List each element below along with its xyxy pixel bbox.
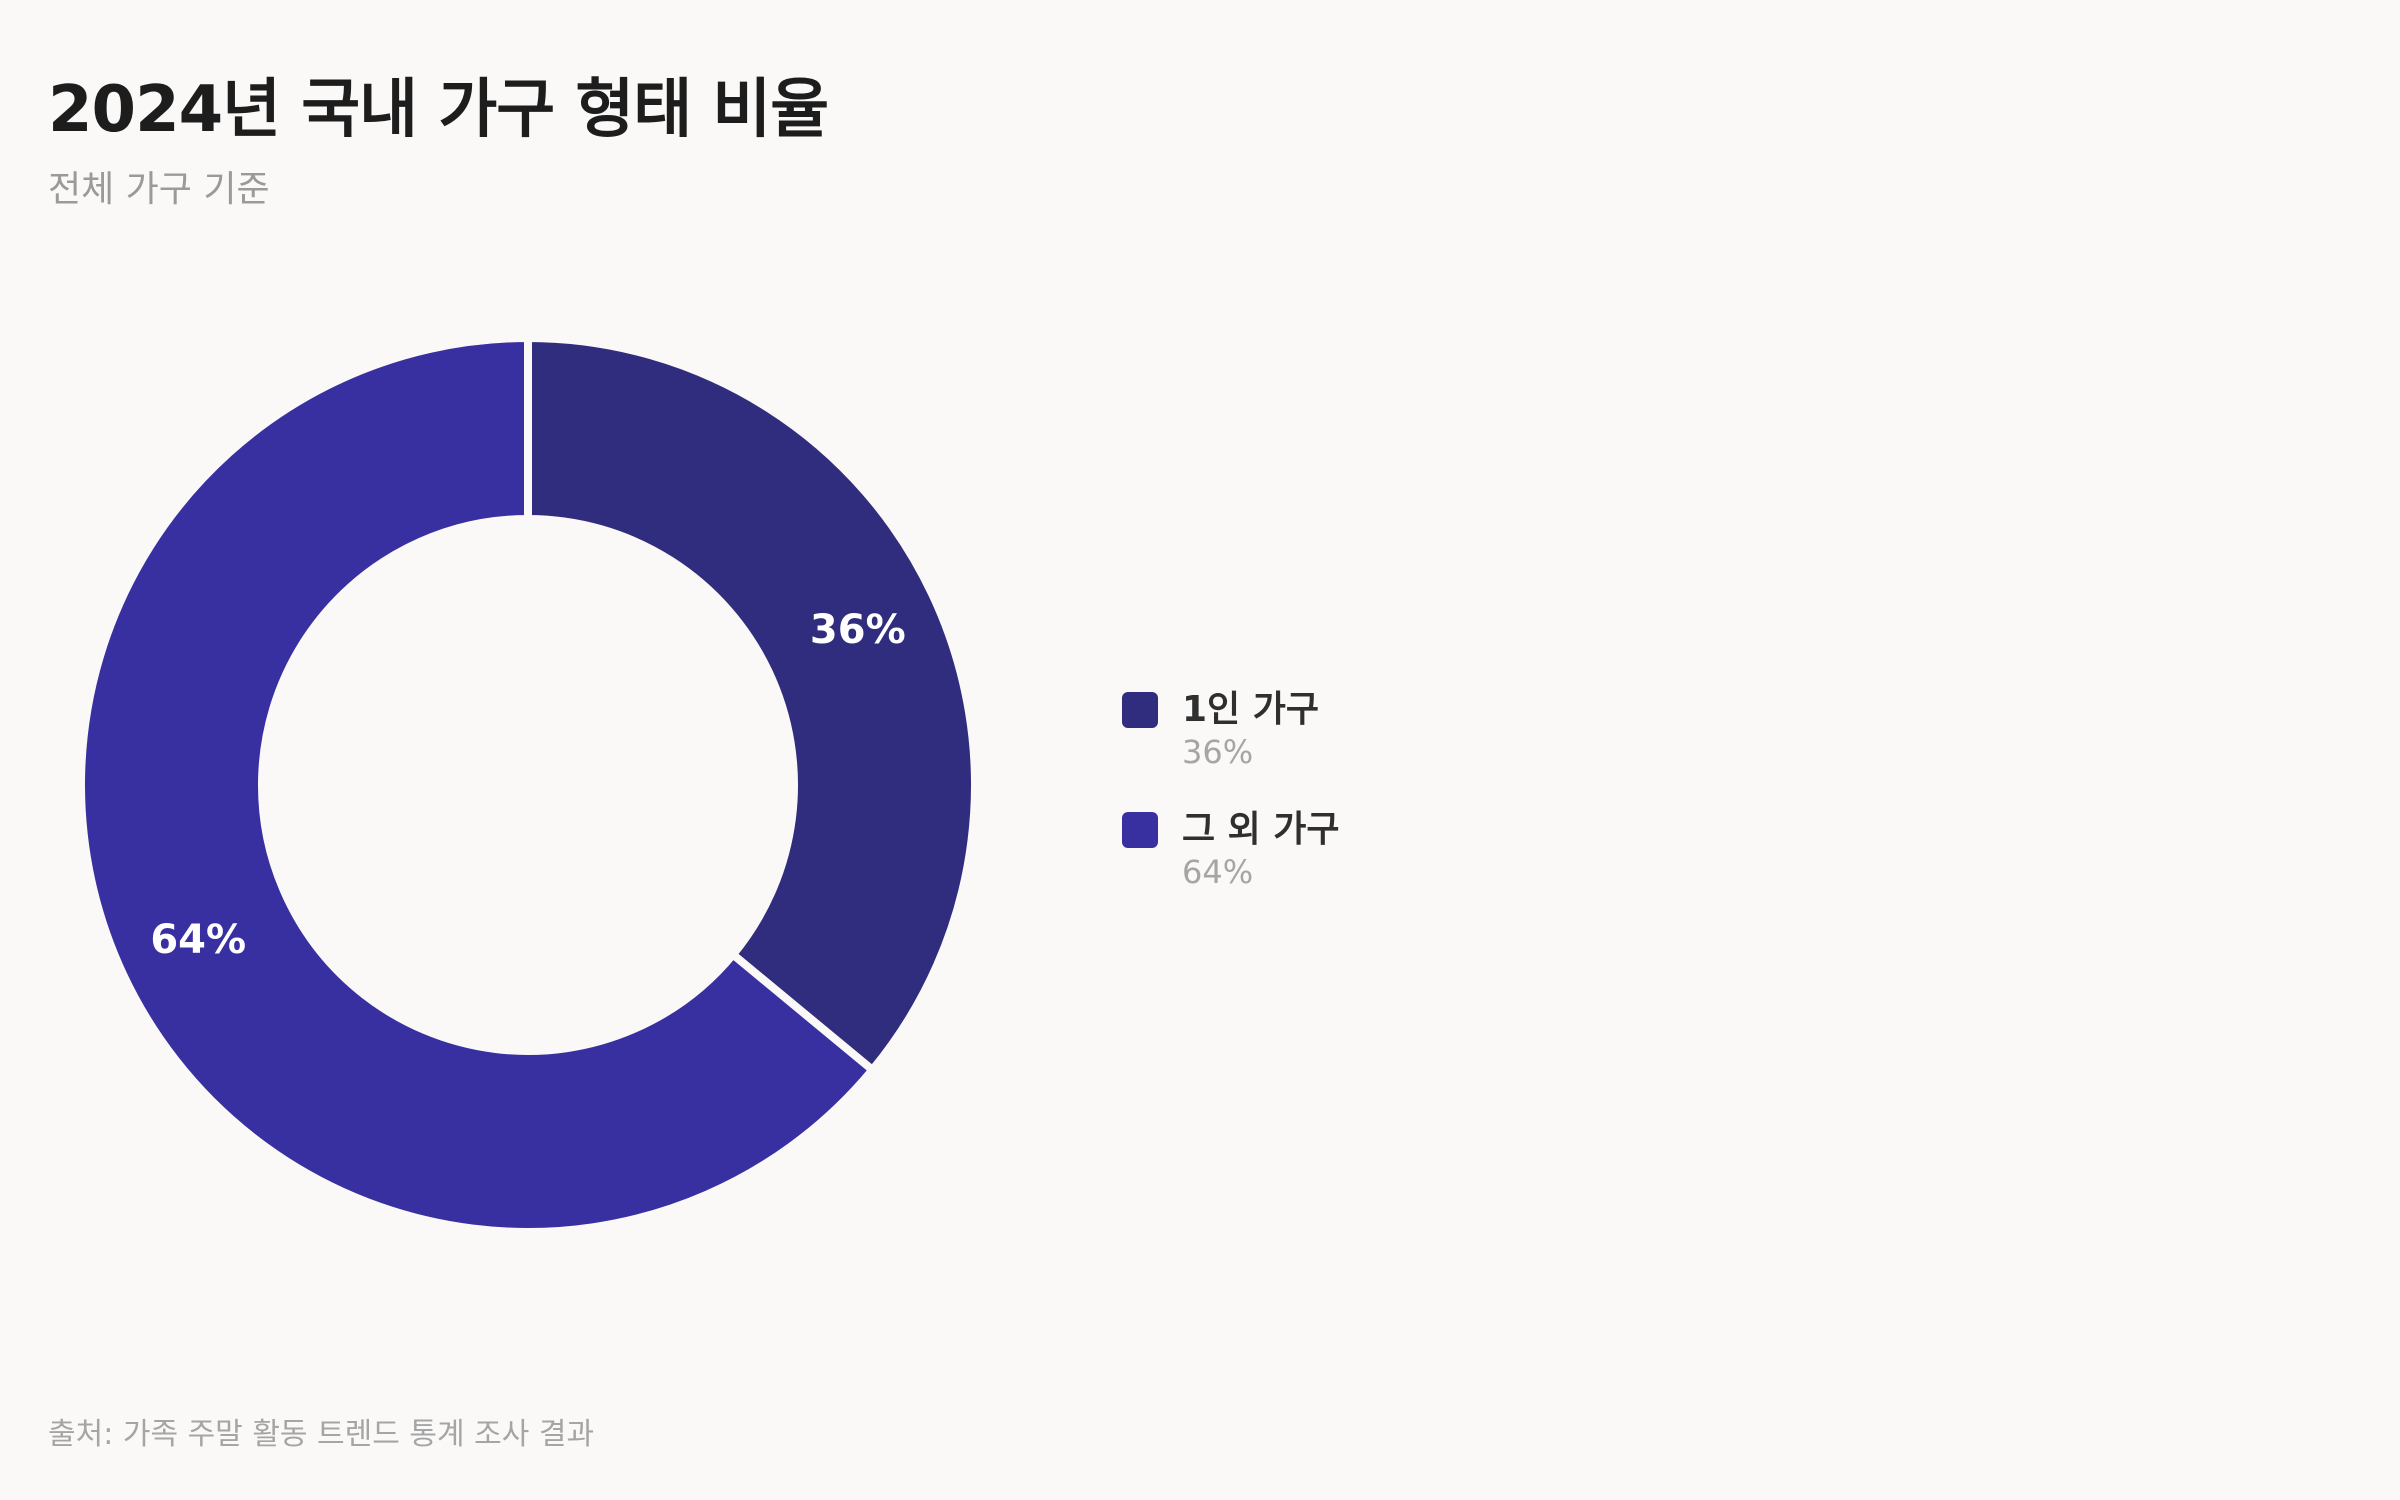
- slice-value-label: 36%: [810, 607, 906, 653]
- donut-slice: [77, 333, 879, 1236]
- donut-slice-labels: 36% 64%: [150, 607, 905, 963]
- chart-title: 2024년 국내 가구 형태 비율: [48, 73, 829, 147]
- donut-slice: [524, 333, 979, 1076]
- source-note: 출처: 가족 주말 활동 트렌드 통계 조사 결과: [48, 1417, 595, 1452]
- donut-slices: [77, 333, 979, 1236]
- chart-subtitle: 전체 가구 기준: [48, 169, 270, 210]
- legend-swatch: [1122, 692, 1158, 728]
- legend-value: 36%: [1182, 733, 1254, 771]
- legend-swatch: [1122, 812, 1158, 848]
- legend-value: 64%: [1182, 853, 1254, 891]
- slice-value-label: 64%: [150, 917, 246, 963]
- legend-label: 1인 가구: [1182, 689, 1319, 730]
- legend-label: 그 외 가구: [1182, 809, 1340, 850]
